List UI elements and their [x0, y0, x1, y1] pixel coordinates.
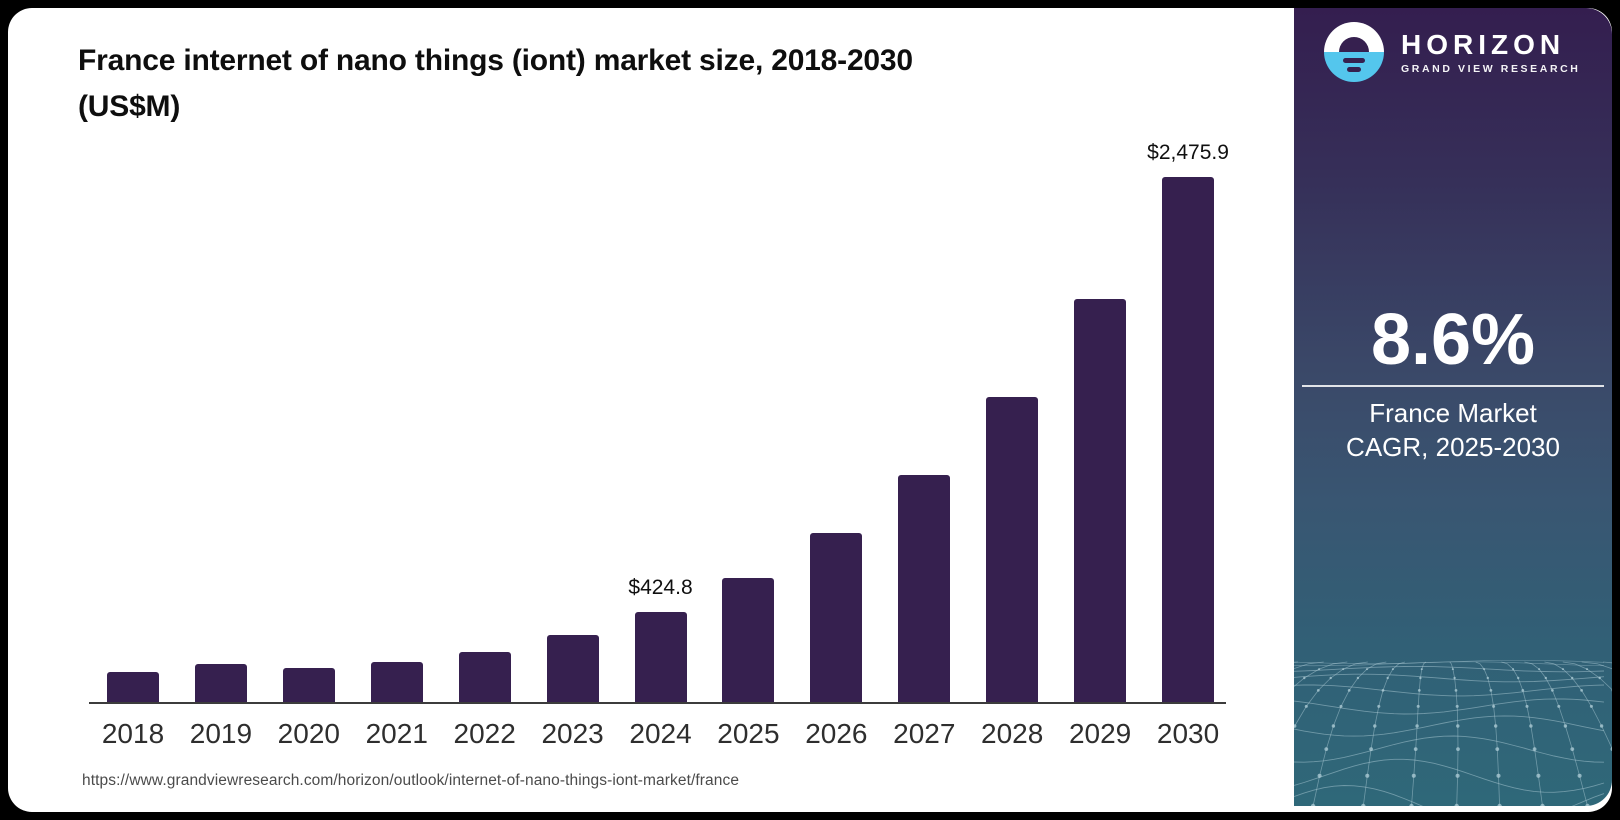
plot-area: 2018 2019 2020 2021 2022 2023 2024 $424.8 2025 20… [89, 140, 1229, 749]
chart-title-line2: (US$M) [78, 90, 181, 123]
x-tick-label-2028: 2028 [981, 718, 1044, 749]
x-tick-label-2029: 2029 [1068, 718, 1132, 749]
bar-2020 [282, 668, 335, 702]
bar-2024 [634, 611, 687, 702]
x-tick-label-2022: 2022 [453, 718, 516, 749]
bar-2029 [1074, 299, 1127, 702]
x-tick-label-2023: 2023 [541, 718, 604, 749]
bar-2019 [194, 664, 247, 702]
x-tick-label-2024: 2024 [629, 718, 692, 749]
bar-2028 [986, 396, 1039, 702]
cagr-label-line2: CAGR, 2025-2030 [1346, 432, 1560, 462]
cagr-label: France Market CAGR, 2025-2030 [1294, 396, 1612, 464]
x-tick-label-2021: 2021 [365, 718, 428, 749]
bar-2018 [107, 672, 159, 702]
report-card: France internet of nano things (iont) ma… [8, 8, 1612, 812]
cagr-value: 8.6% [1370, 300, 1536, 380]
bar-value-label-2030: $2,475.9 [1147, 140, 1229, 164]
perspective-mesh-graphic [1294, 660, 1612, 806]
x-axis-line [89, 702, 1226, 704]
bar-2026 [810, 533, 863, 702]
bar-2023 [546, 635, 599, 702]
stat-divider [1302, 385, 1604, 387]
brand-tagline: GRAND VIEW RESEARCH [1401, 62, 1581, 75]
x-tick-label-2018: 2018 [101, 718, 165, 749]
bar-2030 [1162, 176, 1215, 702]
bar-2027 [898, 475, 951, 702]
brand-text: HORIZON GRAND VIEW RESEARCH [1401, 28, 1581, 75]
x-tick-label-2025: 2025 [717, 718, 780, 749]
horizon-logo-icon [1324, 22, 1384, 82]
bar-2021 [370, 661, 423, 702]
sidebar-panel: HORIZON GRAND VIEW RESEARCH 8.6% France … [1294, 8, 1612, 806]
bar-value-label-2024: $424.8 [628, 575, 693, 599]
x-tick-label-2019: 2019 [189, 718, 253, 749]
x-tick-label-2020: 2020 [277, 718, 340, 749]
x-tick-label-2030: 2030 [1156, 718, 1220, 749]
x-tick-label-2027: 2027 [893, 718, 956, 749]
cagr-label-line1: France Market [1369, 398, 1537, 428]
chart-title-line1: France internet of nano things (iont) ma… [78, 44, 913, 77]
brand-name: HORIZON [1401, 28, 1566, 60]
cagr-stat-block: 8.6% France Market CAGR, 2025-2030 [1294, 303, 1612, 464]
bar-2022 [458, 651, 511, 702]
source-url-link[interactable]: https://www.grandviewresearch.com/horizo… [82, 772, 740, 789]
x-tick-label-2026: 2026 [805, 718, 868, 749]
chart-title: France internet of nano things (iont) ma… [78, 38, 1198, 130]
bar-2025 [722, 577, 775, 702]
brand-row: HORIZON GRAND VIEW RESEARCH [1324, 22, 1581, 82]
